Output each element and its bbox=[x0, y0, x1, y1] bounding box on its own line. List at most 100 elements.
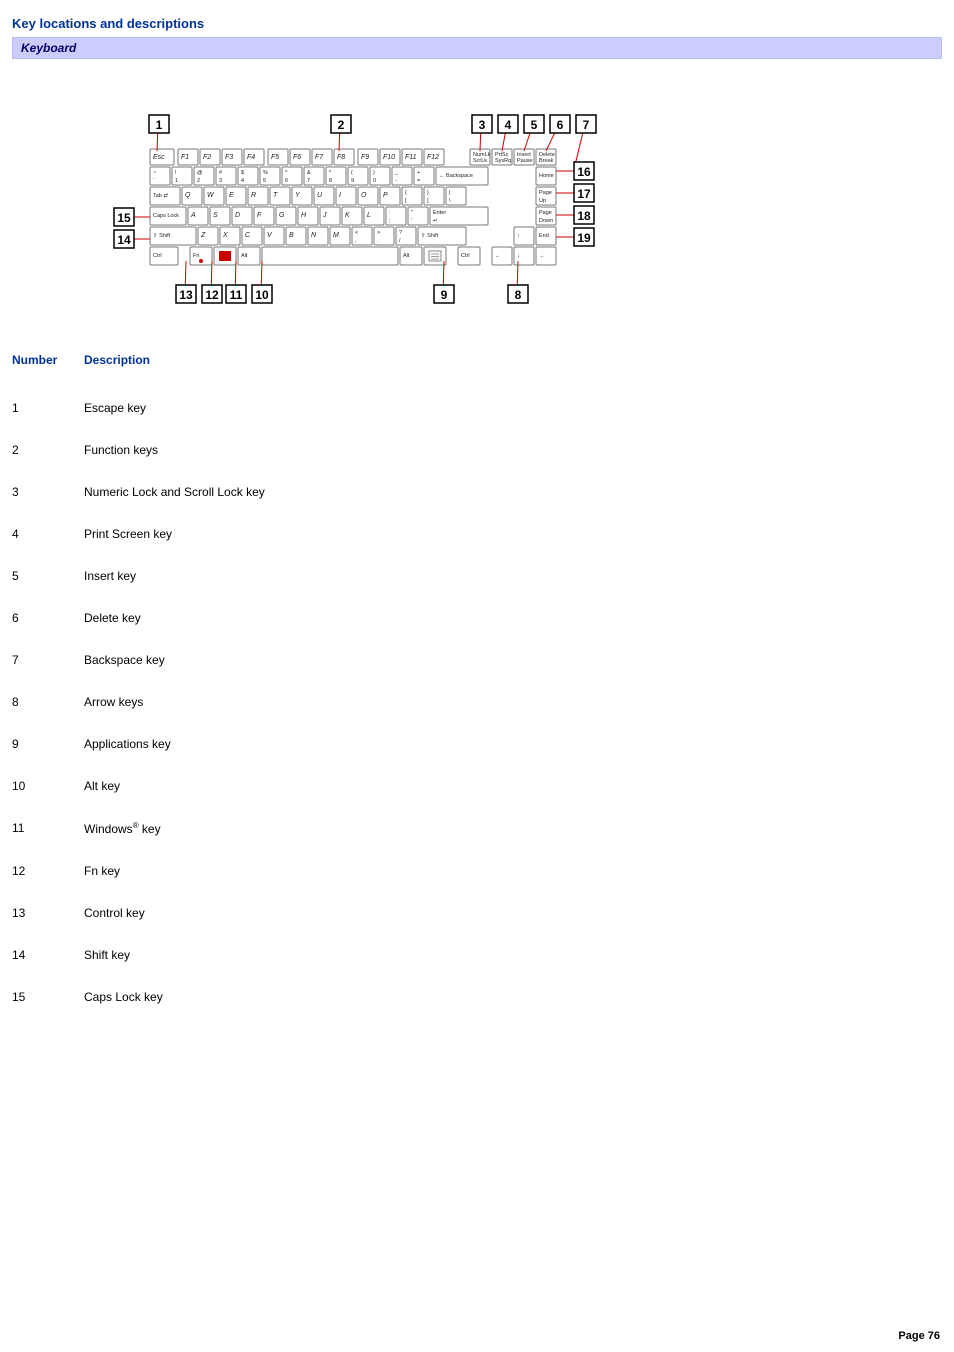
svg-text:17: 17 bbox=[577, 187, 591, 201]
row-description: Shift key bbox=[84, 934, 275, 976]
svg-text:0: 0 bbox=[373, 178, 376, 184]
svg-text:F4: F4 bbox=[247, 154, 255, 161]
svg-text:`: ` bbox=[153, 178, 155, 184]
svg-text:Up: Up bbox=[539, 198, 546, 204]
svg-text:O: O bbox=[361, 192, 367, 199]
svg-text:": " bbox=[411, 210, 413, 216]
svg-text:~: ~ bbox=[153, 170, 156, 176]
svg-text:→: → bbox=[539, 253, 545, 259]
svg-text:S: S bbox=[213, 212, 218, 219]
svg-text:SysRq: SysRq bbox=[495, 158, 511, 164]
svg-text:<: < bbox=[355, 230, 358, 236]
svg-text:I: I bbox=[339, 192, 341, 199]
col-desc-header: Description bbox=[84, 349, 275, 387]
row-number: 4 bbox=[12, 513, 84, 555]
table-row: 10Alt key bbox=[12, 765, 275, 807]
svg-text:P: P bbox=[383, 192, 388, 199]
row-description: Escape key bbox=[84, 387, 275, 429]
svg-text:-: - bbox=[395, 178, 397, 184]
svg-text:Esc: Esc bbox=[153, 154, 165, 161]
row-number: 10 bbox=[12, 765, 84, 807]
table-row: 2Function keys bbox=[12, 429, 275, 471]
svg-text:← Backspace: ← Backspace bbox=[439, 173, 473, 179]
svg-text:): ) bbox=[373, 170, 375, 176]
svg-text:B: B bbox=[289, 232, 294, 239]
row-number: 11 bbox=[12, 807, 84, 850]
svg-text:⇧ Shift: ⇧ Shift bbox=[153, 232, 171, 239]
svg-text:%: % bbox=[263, 170, 268, 176]
table-row: 9Applications key bbox=[12, 723, 275, 765]
svg-text:G: G bbox=[279, 212, 285, 219]
table-row: 6Delete key bbox=[12, 597, 275, 639]
svg-text:F10: F10 bbox=[383, 154, 395, 161]
row-description: Numeric Lock and Scroll Lock key bbox=[84, 471, 275, 513]
svg-text:(: ( bbox=[351, 170, 353, 176]
svg-text:Ctrl: Ctrl bbox=[461, 253, 470, 259]
svg-text:}: } bbox=[427, 190, 429, 196]
svg-text:F5: F5 bbox=[271, 154, 279, 161]
svg-text:|: | bbox=[449, 190, 450, 196]
svg-text:7: 7 bbox=[583, 118, 590, 132]
svg-text:8: 8 bbox=[515, 288, 522, 302]
svg-text:Page: Page bbox=[539, 190, 552, 196]
svg-text:^: ^ bbox=[285, 170, 288, 176]
svg-text:15: 15 bbox=[117, 211, 131, 225]
table-row: 11Windows® key bbox=[12, 807, 275, 850]
svg-text:3: 3 bbox=[479, 118, 486, 132]
table-row: 14Shift key bbox=[12, 934, 275, 976]
svg-text:Alt: Alt bbox=[241, 253, 248, 259]
key-description-table: Number Description 1Escape key2Function … bbox=[12, 349, 275, 1018]
svg-text:Alt: Alt bbox=[403, 253, 410, 259]
table-row: 5Insert key bbox=[12, 555, 275, 597]
svg-text:18: 18 bbox=[577, 209, 591, 223]
svg-text:5: 5 bbox=[531, 118, 538, 132]
svg-text:3: 3 bbox=[219, 178, 222, 184]
row-number: 6 bbox=[12, 597, 84, 639]
row-description: Insert key bbox=[84, 555, 275, 597]
svg-text:Q: Q bbox=[185, 192, 191, 199]
svg-text:K: K bbox=[345, 212, 350, 219]
svg-text:F8: F8 bbox=[337, 154, 345, 161]
row-number: 7 bbox=[12, 639, 84, 681]
svg-text:Enter: Enter bbox=[433, 210, 446, 216]
row-number: 3 bbox=[12, 471, 84, 513]
svg-text:+: + bbox=[417, 170, 420, 176]
svg-text:&: & bbox=[307, 170, 311, 176]
svg-text:T: T bbox=[273, 192, 278, 199]
svg-text:⇧ Shift: ⇧ Shift bbox=[421, 232, 439, 239]
svg-text:Caps Lock: Caps Lock bbox=[153, 213, 179, 219]
svg-text:19: 19 bbox=[577, 231, 591, 245]
svg-text:{: { bbox=[405, 190, 407, 196]
svg-text:F11: F11 bbox=[405, 154, 417, 161]
row-number: 14 bbox=[12, 934, 84, 976]
row-description: Applications key bbox=[84, 723, 275, 765]
table-row: 15Caps Lock key bbox=[12, 976, 275, 1018]
svg-text:D: D bbox=[235, 212, 240, 219]
row-number: 15 bbox=[12, 976, 84, 1018]
svg-text:4: 4 bbox=[241, 178, 244, 184]
svg-text:Page: Page bbox=[539, 210, 552, 216]
svg-text:E: E bbox=[229, 192, 234, 199]
svg-text:F2: F2 bbox=[203, 154, 211, 161]
row-number: 9 bbox=[12, 723, 84, 765]
svg-text:10: 10 bbox=[255, 288, 269, 302]
row-number: 1 bbox=[12, 387, 84, 429]
svg-text:13: 13 bbox=[179, 288, 193, 302]
row-description: Alt key bbox=[84, 765, 275, 807]
svg-text:1: 1 bbox=[156, 118, 163, 132]
svg-text:X: X bbox=[222, 232, 228, 239]
page-number: Page 76 bbox=[898, 1330, 940, 1342]
svg-text:6: 6 bbox=[557, 118, 564, 132]
svg-text:Break: Break bbox=[539, 158, 554, 164]
svg-text:$: $ bbox=[241, 170, 244, 176]
svg-text:Tab ⇄: Tab ⇄ bbox=[153, 192, 168, 199]
svg-text:5: 5 bbox=[263, 178, 266, 184]
svg-text:2: 2 bbox=[197, 178, 200, 184]
svg-text:↵: ↵ bbox=[433, 218, 438, 224]
table-row: 7Backspace key bbox=[12, 639, 275, 681]
row-description: Fn key bbox=[84, 850, 275, 892]
col-number-header: Number bbox=[12, 349, 84, 387]
row-description: Control key bbox=[84, 892, 275, 934]
svg-text:@: @ bbox=[197, 170, 203, 176]
svg-text:↑: ↑ bbox=[517, 233, 520, 239]
